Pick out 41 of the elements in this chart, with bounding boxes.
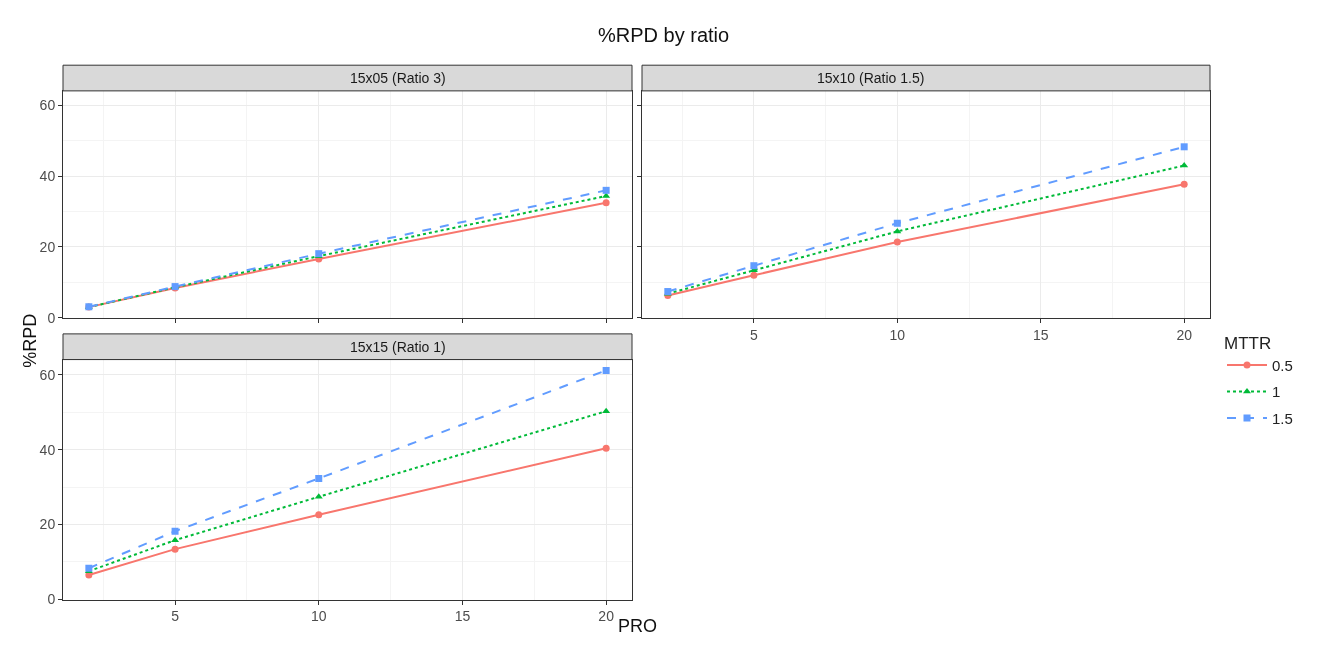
point bbox=[602, 366, 610, 374]
legend-label: 0.5 bbox=[1272, 356, 1293, 374]
x-tick-label: 5 bbox=[171, 608, 180, 625]
x-tick-label: 15 bbox=[454, 608, 471, 625]
legend-label: 1.5 bbox=[1272, 409, 1293, 427]
point bbox=[893, 227, 902, 234]
chart-title: 15x05 (Ratio 3) bbox=[350, 70, 446, 86]
point bbox=[602, 444, 610, 452]
y-axis-title: %RPD bbox=[20, 313, 41, 368]
text: %RPD by ratio bbox=[598, 24, 730, 46]
y-tick-label: 40 bbox=[39, 441, 56, 458]
point bbox=[315, 511, 323, 519]
legend-title: MTTR bbox=[1224, 333, 1272, 353]
point bbox=[750, 262, 758, 270]
point bbox=[315, 474, 323, 482]
point bbox=[171, 545, 179, 553]
y-tick-label: 60 bbox=[39, 366, 56, 383]
chart-title: 15x10 (Ratio 1.5) bbox=[817, 70, 925, 86]
x-tick-label: 10 bbox=[310, 608, 327, 625]
point bbox=[602, 199, 610, 207]
y-tick-label: 0 bbox=[47, 591, 56, 608]
x-tick-label: 15 bbox=[1032, 326, 1049, 343]
x-tick-label: 20 bbox=[1176, 326, 1193, 343]
x-tick-label: 20 bbox=[598, 608, 615, 625]
point bbox=[171, 527, 179, 535]
point bbox=[1180, 180, 1188, 188]
y-tick-label: 20 bbox=[39, 238, 56, 255]
legend-label: 1 bbox=[1272, 383, 1281, 401]
y-tick-label: 60 bbox=[39, 97, 56, 114]
x-tick-label: 10 bbox=[889, 326, 906, 343]
point bbox=[602, 186, 610, 194]
chart-title: 15x15 (Ratio 1) bbox=[350, 339, 446, 355]
x-tick-label: 5 bbox=[749, 326, 758, 343]
point bbox=[893, 219, 901, 227]
y-tick-label: 0 bbox=[47, 309, 56, 326]
point bbox=[1180, 143, 1188, 151]
x-axis-title: PRO bbox=[618, 616, 658, 636]
point bbox=[893, 238, 901, 246]
point bbox=[750, 271, 758, 279]
y-tick-label: 20 bbox=[39, 516, 56, 533]
y-tick-label: 40 bbox=[39, 168, 56, 185]
